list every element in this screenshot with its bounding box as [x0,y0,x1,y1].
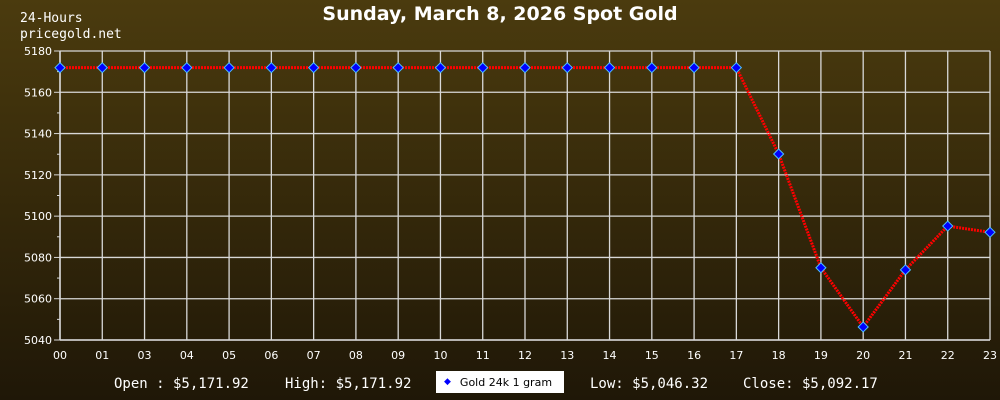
period-label: 24-Hours [20,11,83,26]
data-point [519,61,531,74]
x-tick-label: 19 [814,349,828,362]
x-tick-label: 00 [53,349,67,362]
data-point [96,61,108,74]
data-point [307,61,320,74]
y-tick-label: 5040 [24,334,52,347]
y-tick-label: 5180 [24,45,52,58]
data-point [265,61,278,74]
x-tick-label: 13 [560,349,574,362]
data-point [561,61,573,74]
data-point [223,61,235,74]
y-tick-label: 5080 [24,251,52,264]
data-point [857,321,869,333]
data-point [392,61,404,74]
data-point [646,61,658,74]
y-tick-label: 5100 [24,210,52,223]
x-tick-label: 14 [603,349,617,362]
x-tick-label: 16 [687,349,701,362]
x-tick-label: 04 [180,349,194,362]
chart-title: Sunday, March 8, 2026 Spot Gold [322,3,678,25]
x-tick-label: 17 [729,349,743,362]
x-tick-label: 21 [898,349,912,362]
data-point [603,61,616,74]
y-tick-label: 5160 [24,86,52,99]
x-tick-label: 20 [856,349,870,362]
x-tick-label: 12 [518,349,532,362]
y-tick-label: 5120 [24,169,52,182]
data-point [772,148,785,160]
legend-label: Gold 24k 1 gram [459,375,553,389]
low-stat: Low: $5,046.32 [590,376,709,392]
close-stat: Close: $5,092.17 [743,376,878,392]
data-point [477,61,489,74]
x-tick-label: 01 [95,349,109,362]
data-point [138,61,151,74]
x-tick-label: 06 [264,349,278,362]
y-tick-label: 5140 [24,128,52,141]
x-tick-label: 23 [983,349,997,362]
x-tick-label: 03 [138,349,152,362]
high-stat: High: $5,171.92 [285,376,412,392]
data-point [899,264,912,276]
data-point [434,61,447,74]
data-point [688,61,700,74]
data-point [942,220,954,232]
data-point [984,226,996,239]
legend: ◆ Gold 24k 1 gram [436,371,564,393]
x-tick-label: 15 [645,349,659,362]
x-tick-label: 22 [941,349,955,362]
legend-marker-icon: ◆ [444,377,451,387]
x-tick-label: 07 [307,349,321,362]
x-tick-label: 11 [476,349,490,362]
data-point [350,61,362,74]
site-label: pricegold.net [20,27,122,42]
x-tick-label: 05 [222,349,236,362]
x-tick-label: 18 [772,349,786,362]
x-tick-label: 10 [433,349,447,362]
x-tick-label: 08 [349,349,363,362]
y-tick-label: 5060 [24,293,52,306]
data-point [54,61,66,74]
data-point [181,61,193,74]
data-point [815,262,827,274]
data-point [730,61,743,74]
x-tick-label: 09 [391,349,405,362]
open-stat: Open : $5,171.92 [114,376,249,392]
